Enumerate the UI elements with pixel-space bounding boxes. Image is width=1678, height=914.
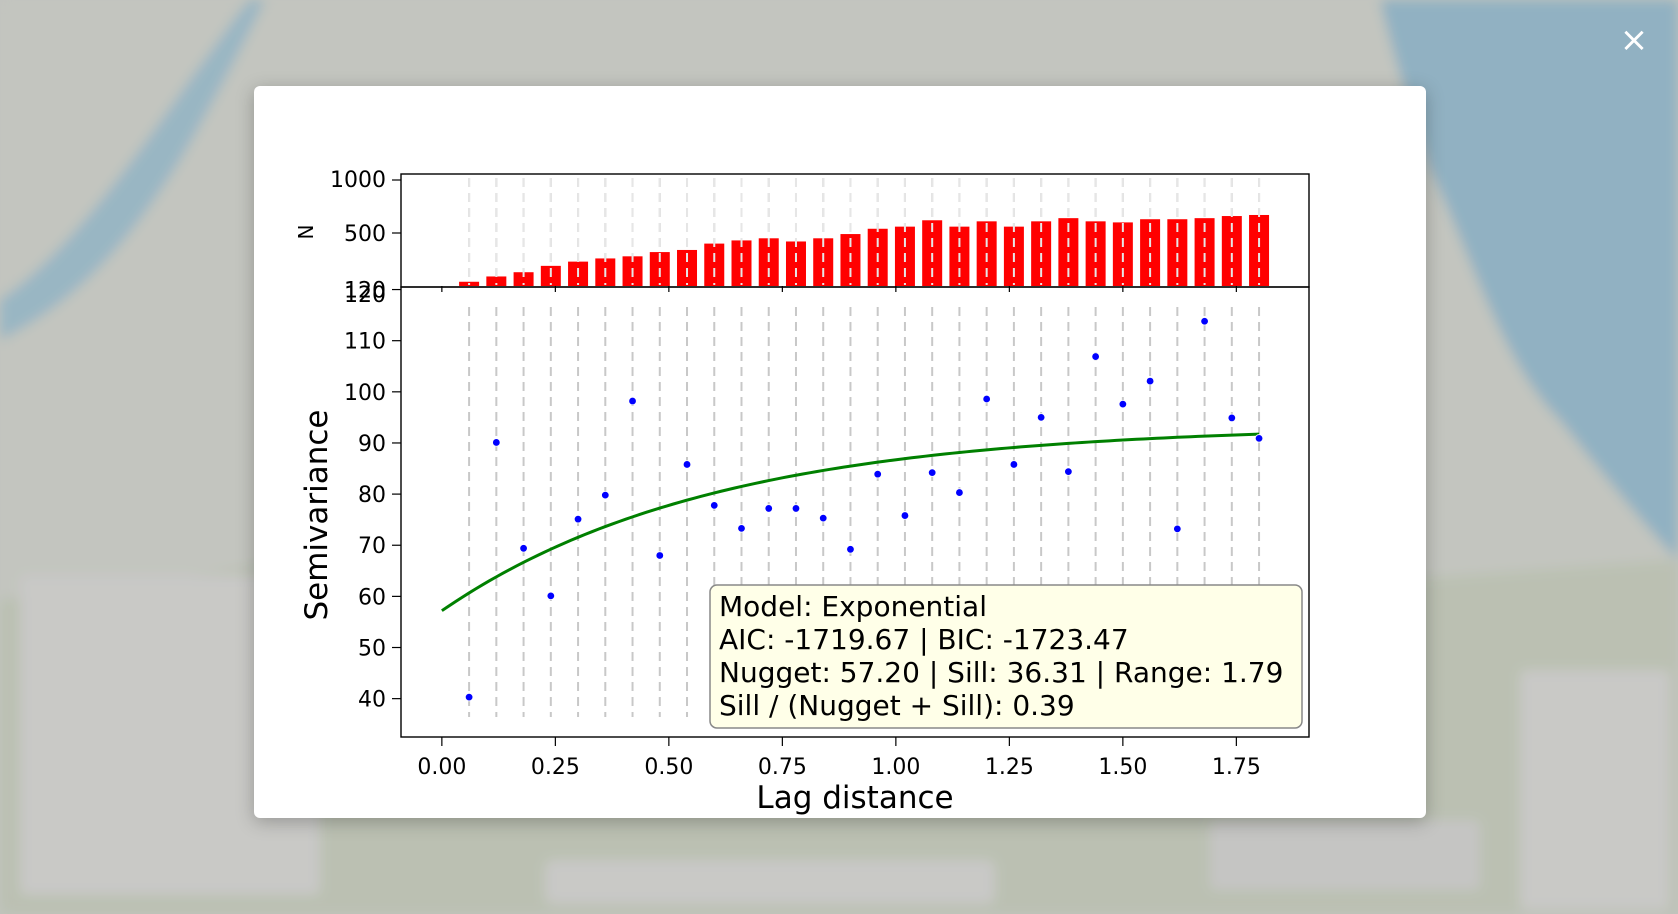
semivariance-point [1091,352,1100,361]
histogram-bar [785,241,806,286]
semivariance-panel: 120 110 100 90 80 70 60 50 40 120 0.00 0.25 0.50 0.7… [299,279,1310,816]
lag-xtick-label: 1.50 [1098,755,1147,780]
semivariance-point [900,511,910,520]
semivariance-point [982,394,991,404]
lag-distance-xlabel: Lag distance [756,780,953,816]
semivariance-point [819,513,828,523]
semivariance-point [492,438,501,447]
lag-xtick-label: 0.50 [644,755,693,780]
semivariance-ylabel: Semivariance [299,409,335,620]
semivariance-ytick-label: 60 [358,585,386,610]
histogram-bar [677,249,698,286]
semivariance-ytick-label: 110 [344,330,386,355]
histogram-bar [813,238,834,286]
histogram-bar [1194,218,1215,286]
histogram-bar [758,238,779,286]
histogram-ytick-label: 1000 [330,168,386,193]
semivariance-ytick-label: 70 [358,534,386,559]
semivariance-point [601,490,610,500]
semivariance-points [464,317,1264,702]
lag-xtick-label: 0.00 [417,755,466,780]
annotation-line-params: Nugget: 57.20 | Sill: 36.31 | Range: 1.7… [719,656,1283,689]
histogram-ylabel: N [294,225,318,240]
semivariance-point [573,514,583,524]
semivariance-point [927,468,937,477]
semivariance-ytick-label: 120 [344,283,386,308]
semivariance-point [464,692,474,702]
lag-xtick-label: 1.25 [985,755,1034,780]
semivariance-point [1036,413,1046,422]
semivariance-point [519,544,528,553]
semivariance-yticks: 120 110 100 90 80 70 60 50 40 120 [344,279,401,713]
semivariance-point [1118,399,1128,409]
semivariance-point [710,501,719,510]
semivariance-ytick-label: 40 [358,688,386,713]
semivariance-ytick-label: 80 [358,483,386,508]
histogram-panel: 1000 500 N [294,168,1310,288]
semivariance-point [1227,413,1237,423]
semivariance-point [737,524,746,533]
histogram-bar [1249,214,1270,286]
histogram-bars [459,178,1270,286]
semivariance-ytick-label: 90 [358,432,386,457]
histogram-bar [1167,219,1188,286]
histogram-bar [486,276,507,286]
semivariance-point [791,504,801,513]
semivariance-point [682,460,692,469]
annotation-line-ratio: Sill / (Nugget + Sill): 0.39 [719,689,1075,722]
semivariance-point [1009,460,1019,469]
histogram-bar [704,243,725,286]
semivariance-point [764,504,773,513]
histogram-ytick-label: 500 [344,222,386,247]
semivariance-point [1173,524,1182,534]
close-button[interactable]: × [1619,20,1649,60]
histogram-bar [513,272,534,286]
lag-xtick-label: 0.25 [531,755,580,780]
semivariance-frame [400,286,1310,738]
semivariance-point [628,396,637,406]
semivariance-point [546,591,556,601]
semivariance-xticks: 0.00 0.25 0.50 0.75 1.00 1.25 1.50 1.75 [417,286,1261,780]
semivariance-point [1145,376,1155,386]
model-annotation-box: Model: Exponential AIC: -1719.67 | BIC: … [709,584,1303,729]
semivariance-point [873,469,882,479]
lag-xtick-label: 0.75 [758,755,807,780]
histogram-bar [731,240,752,286]
semivariance-ytick-label: 50 [358,637,386,662]
annotation-background [709,584,1303,729]
histogram-bar [1221,216,1242,286]
lag-xtick-label: 1.00 [871,755,920,780]
lag-xtick-label: 1.75 [1212,755,1261,780]
semivariance-point [1200,317,1209,326]
exponential-model-curve [441,432,1260,612]
semivariance-point [1064,467,1073,476]
semivariance-ytick-label: 120 [344,279,386,304]
semivariance-ytick-label: 100 [344,381,386,406]
semivariance-gridlines [468,307,1261,717]
histogram-bar [1140,219,1161,286]
semivariance-point [955,488,964,497]
annotation-line-aic-bic: AIC: -1719.67 | BIC: -1723.47 [719,623,1129,656]
semivariance-point [655,551,664,560]
semivariance-point [1254,434,1264,443]
histogram-bar [1058,218,1079,286]
annotation-line-model: Model: Exponential [719,590,987,623]
semivariance-point [846,545,855,554]
